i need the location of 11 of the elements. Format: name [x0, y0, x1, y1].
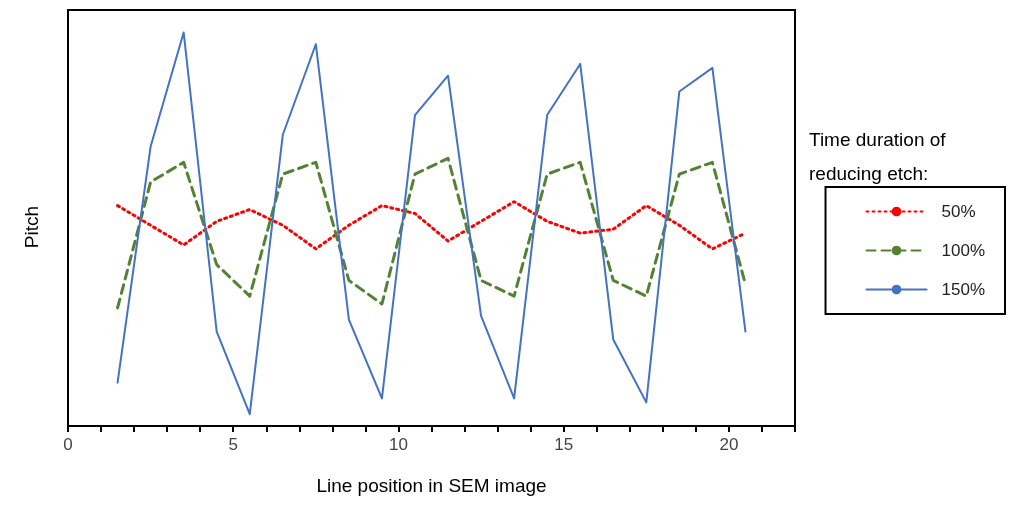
- legend-label: 150%: [941, 280, 985, 299]
- x-axis-title: Line position in SEM image: [316, 475, 547, 496]
- y-axis-title: Pitch: [21, 205, 42, 249]
- x-tick-label: 5: [228, 435, 238, 454]
- x-tick-label: 15: [554, 435, 574, 454]
- x-tick-label: 0: [63, 435, 73, 454]
- legend-label: 100%: [941, 241, 985, 260]
- x-tick-label: 10: [388, 435, 408, 454]
- legend-title: Time duration of reducing etch:: [809, 128, 951, 184]
- x-tick-label: 20: [719, 435, 739, 454]
- legend-label: 50%: [941, 202, 976, 221]
